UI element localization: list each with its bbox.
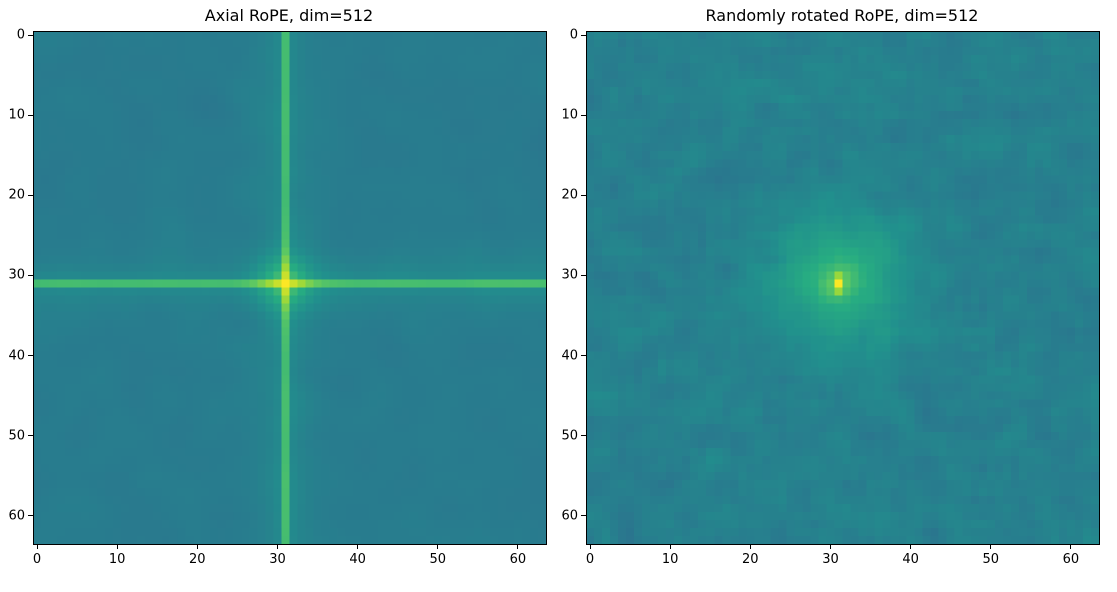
x-tick <box>669 544 671 549</box>
x-tick <box>990 544 992 549</box>
y-tick-label: 40 <box>8 348 25 364</box>
x-tick-label: 10 <box>108 552 126 567</box>
x-tick-label: 60 <box>509 552 527 567</box>
y-tick-label: 10 <box>561 107 578 123</box>
x-tick <box>437 544 439 549</box>
y-tick <box>581 515 586 517</box>
y-tick <box>581 435 586 437</box>
y-tick-label: 30 <box>8 267 25 283</box>
x-tick-label: 0 <box>32 552 42 567</box>
y-tick <box>28 194 33 196</box>
y-tick <box>581 34 586 36</box>
x-tick-label: 40 <box>902 552 919 567</box>
y-tick-label: 50 <box>561 428 578 444</box>
chart-title: Randomly rotated RoPE, dim=512 <box>705 6 979 25</box>
x-tick <box>517 544 519 549</box>
chart-title: Axial RoPE, dim=512 <box>204 6 374 25</box>
heatmap-randomly-rotated-rope <box>586 31 1099 544</box>
y-tick <box>28 515 33 517</box>
x-tick <box>36 544 38 549</box>
y-tick <box>28 34 33 36</box>
y-tick-label: 20 <box>8 187 25 203</box>
x-tick <box>1070 544 1072 549</box>
x-tick-label: 0 <box>585 552 595 567</box>
y-tick <box>28 435 33 437</box>
y-tick-label: 50 <box>8 428 25 444</box>
y-tick-label: 0 <box>16 27 25 43</box>
y-tick <box>28 355 33 357</box>
x-tick-label: 20 <box>742 552 759 567</box>
x-tick-label: 30 <box>822 552 839 567</box>
x-tick <box>116 544 118 549</box>
x-tick <box>357 544 359 549</box>
x-tick <box>829 544 831 549</box>
x-tick <box>749 544 751 549</box>
y-tick-label: 10 <box>8 107 25 123</box>
y-tick-label: 60 <box>561 508 578 524</box>
y-tick-label: 0 <box>569 27 578 43</box>
x-tick-label: 40 <box>349 552 366 567</box>
x-tick <box>276 544 278 549</box>
x-tick-label: 20 <box>189 552 206 567</box>
x-tick-label: 50 <box>982 552 1000 567</box>
x-tick-label: 60 <box>1062 552 1080 567</box>
x-tick-label: 50 <box>429 552 447 567</box>
y-tick <box>28 274 33 276</box>
x-tick-label: 10 <box>661 552 679 567</box>
y-tick <box>28 114 33 116</box>
y-tick <box>581 114 586 116</box>
x-tick-label: 30 <box>269 552 286 567</box>
y-tick-label: 20 <box>561 187 578 203</box>
y-tick <box>581 274 586 276</box>
x-tick <box>589 544 591 549</box>
y-tick <box>581 194 586 196</box>
heatmap-axial-rope <box>33 31 546 544</box>
y-tick-label: 60 <box>8 508 25 524</box>
y-tick <box>581 355 586 357</box>
x-tick <box>196 544 198 549</box>
x-tick <box>910 544 912 549</box>
y-tick-label: 30 <box>561 267 578 283</box>
y-tick-label: 40 <box>561 348 578 364</box>
